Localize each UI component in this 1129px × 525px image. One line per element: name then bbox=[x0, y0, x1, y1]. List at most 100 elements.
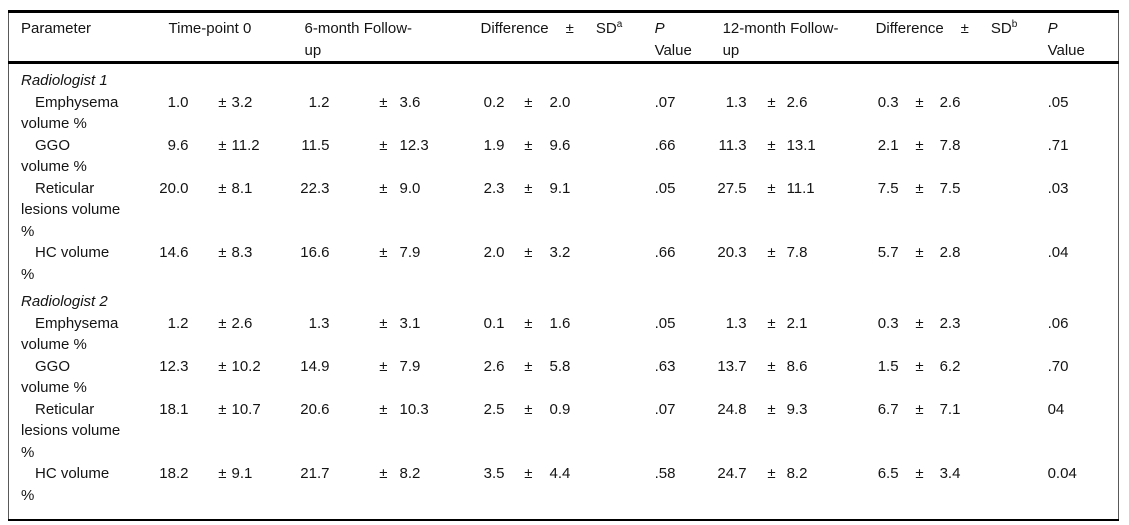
cell-difference-6m-plus-minus: ± bbox=[524, 465, 533, 482]
column-header-p-value-1: P Value bbox=[592, 11, 709, 64]
cell-difference-12m-sd: 3.4 bbox=[939, 465, 961, 482]
table-body: Radiologist 1 Emphysema volume % 1.0 ±3.2 1.… bbox=[9, 63, 1119, 521]
column-header-12-month-followup: 12-month Follow- up bbox=[708, 11, 838, 64]
table-row: Reticular lesions volume % 20.0 ±8.1 22.3 ±9… bbox=[9, 178, 1119, 243]
cell-6-month-sd: 12.3 bbox=[399, 136, 429, 154]
table-row: GGO volume % 12.3 ±10.2 14.9 ±7.9 2.6 ±5.8 .63 1… bbox=[9, 356, 1119, 399]
cell-timepoint0-sd: 2.6 bbox=[231, 314, 253, 332]
cell-12-month-sd: 7.8 bbox=[786, 244, 808, 261]
section-title: Radiologist 1 bbox=[21, 72, 108, 89]
sd-label: SDb bbox=[990, 19, 1018, 38]
cell-6-month-sd: 8.2 bbox=[399, 465, 421, 482]
cell-timepoint0-plus-minus: ± bbox=[218, 465, 227, 482]
row-label: Reticular lesions volume % bbox=[21, 400, 121, 461]
cell-difference-6m-sd: 4.4 bbox=[549, 465, 571, 482]
cell-6-month-sd: 7.9 bbox=[399, 244, 421, 261]
cell-12-month-sd: 2.1 bbox=[786, 314, 808, 332]
cell-difference-12m-mean: 5.7 bbox=[877, 244, 899, 261]
table-row: Emphysema volume % 1.0 ±3.2 1.2 ±3.6 0.2 ±2.0.… bbox=[9, 92, 1119, 135]
cell-6-month-plus-minus: ± bbox=[379, 465, 388, 482]
cell-difference-6m-mean: 2.3 bbox=[483, 179, 505, 197]
cell-difference-12m-mean: 0.3 bbox=[877, 93, 899, 111]
cell-timepoint0-sd: 8.1 bbox=[231, 179, 253, 197]
cell-6-month-sd: 3.1 bbox=[399, 314, 421, 332]
cell-difference-6m-mean: 3.5 bbox=[483, 465, 505, 482]
cell-p-value-6m: .63 bbox=[654, 357, 676, 375]
column-header-p-value-2: P Value bbox=[983, 11, 1119, 64]
row-label: Reticular lesions volume % bbox=[21, 179, 121, 240]
cell-difference-6m-sd: 5.8 bbox=[549, 357, 571, 375]
cell-difference-12m-sd: 7.8 bbox=[939, 136, 961, 154]
cell-timepoint0-mean: 18.2 bbox=[159, 465, 189, 482]
cell-p-value-12m: .05 bbox=[1047, 93, 1069, 111]
p-value-word: Value bbox=[654, 41, 692, 59]
cell-6-month-plus-minus: ± bbox=[379, 136, 388, 154]
table-row: Reticular lesions volume % 18.1 ±10.7 20.6 ±… bbox=[9, 399, 1119, 464]
cell-p-value-6m: .66 bbox=[654, 244, 676, 261]
cell-timepoint0-mean: 14.6 bbox=[159, 244, 189, 261]
cell-difference-12m-plus-minus: ± bbox=[915, 93, 924, 111]
cell-p-value-6m: .07 bbox=[654, 400, 676, 418]
cell-difference-12m-plus-minus: ± bbox=[915, 179, 924, 197]
cell-p-value-6m: .66 bbox=[654, 136, 676, 154]
section-title: Radiologist 2 bbox=[21, 293, 108, 310]
cell-timepoint0-sd: 10.7 bbox=[231, 400, 261, 418]
cell-difference-12m-plus-minus: ± bbox=[915, 400, 924, 418]
difference-label: Difference bbox=[875, 20, 944, 37]
cell-difference-12m-plus-minus: ± bbox=[915, 244, 924, 261]
row-label: GGO volume % bbox=[21, 136, 87, 176]
sd-label: SDa bbox=[595, 19, 623, 38]
column-header-difference-sd-b: Difference ± SDb bbox=[833, 11, 1017, 64]
plus-minus-symbol: ± bbox=[960, 20, 969, 37]
cell-6-month-sd: 7.9 bbox=[399, 357, 421, 375]
cell-timepoint0-mean: 20.0 bbox=[159, 179, 189, 197]
cell-6-month-mean: 1.3 bbox=[308, 314, 330, 332]
row-label: GGO volume % bbox=[21, 357, 87, 397]
cell-timepoint0-plus-minus: ± bbox=[218, 93, 227, 111]
cell-difference-12m-plus-minus: ± bbox=[915, 465, 924, 482]
cell-12-month-plus-minus: ± bbox=[767, 400, 776, 418]
cell-difference-12m-sd: 6.2 bbox=[939, 357, 961, 375]
cell-p-value-6m: .05 bbox=[654, 179, 676, 197]
cell-difference-12m-sd: 2.3 bbox=[939, 314, 961, 332]
cell-difference-6m-plus-minus: ± bbox=[524, 136, 533, 154]
cell-12-month-plus-minus: ± bbox=[767, 314, 776, 332]
p-value-word: Value bbox=[1047, 41, 1085, 59]
cell-6-month-mean: 22.3 bbox=[300, 179, 330, 197]
cell-12-month-plus-minus: ± bbox=[767, 465, 776, 482]
cell-p-value-12m: .71 bbox=[1047, 136, 1069, 154]
cell-timepoint0-plus-minus: ± bbox=[218, 400, 227, 418]
cell-timepoint0-plus-minus: ± bbox=[218, 136, 227, 154]
cell-timepoint0-sd: 3.2 bbox=[231, 93, 253, 111]
cell-6-month-plus-minus: ± bbox=[379, 179, 388, 197]
row-label: HC volume % bbox=[21, 244, 110, 283]
cell-timepoint0-sd: 9.1 bbox=[231, 465, 253, 482]
cell-difference-12m-plus-minus: ± bbox=[915, 314, 924, 332]
cell-12-month-plus-minus: ± bbox=[767, 136, 776, 154]
cell-12-month-sd: 11.1 bbox=[786, 179, 815, 197]
cell-timepoint0-plus-minus: ± bbox=[218, 314, 227, 332]
cell-12-month-sd: 8.6 bbox=[786, 357, 808, 375]
cell-difference-12m-sd: 7.5 bbox=[939, 179, 961, 197]
follow-up-comparison-table-container: Parameter Time-point 0 6-month Follow- u… bbox=[8, 10, 1120, 521]
cell-12-month-sd: 9.3 bbox=[786, 400, 808, 418]
cell-timepoint0-mean: 1.0 bbox=[167, 93, 189, 111]
cell-6-month-plus-minus: ± bbox=[379, 244, 388, 261]
p-symbol: P bbox=[1047, 20, 1058, 37]
table-header: Parameter Time-point 0 6-month Follow- u… bbox=[8, 11, 1119, 64]
cell-12-month-plus-minus: ± bbox=[767, 179, 776, 197]
cell-difference-6m-mean: 2.5 bbox=[483, 400, 505, 418]
cell-6-month-mean: 11.5 bbox=[301, 136, 330, 154]
cell-difference-12m-plus-minus: ± bbox=[915, 357, 924, 375]
table-row: Emphysema volume % 1.2 ±2.6 1.3 ±3.1 0.1 ±1.6.… bbox=[9, 313, 1119, 356]
footnote-marker-a: a bbox=[616, 19, 623, 30]
cell-timepoint0-mean: 9.6 bbox=[167, 136, 189, 154]
cell-difference-12m-sd: 2.6 bbox=[939, 93, 961, 111]
cell-difference-6m-plus-minus: ± bbox=[524, 357, 533, 375]
cell-6-month-mean: 1.2 bbox=[308, 93, 330, 111]
plus-minus-symbol: ± bbox=[565, 20, 574, 37]
cell-timepoint0-plus-minus: ± bbox=[218, 244, 227, 261]
cell-12-month-sd: 8.2 bbox=[786, 465, 808, 482]
cell-timepoint0-sd: 11.2 bbox=[231, 136, 260, 154]
cell-12-month-mean: 1.3 bbox=[725, 314, 747, 332]
